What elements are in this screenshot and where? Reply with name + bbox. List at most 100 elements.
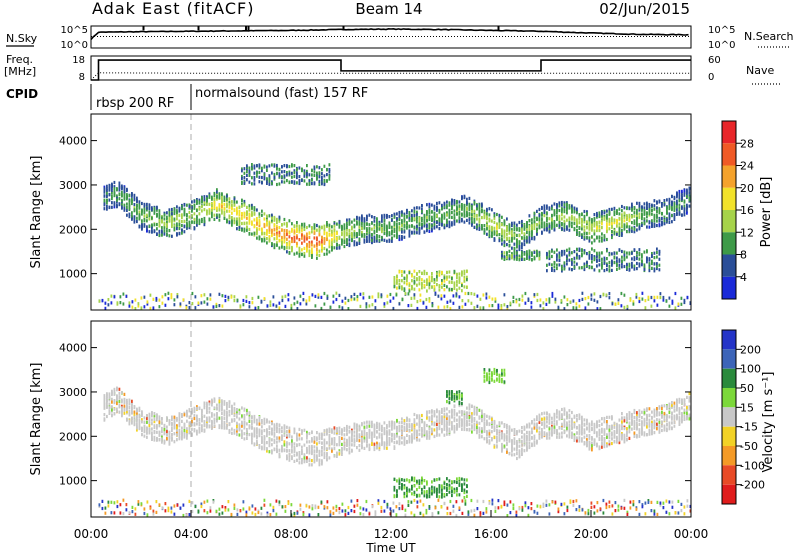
echo-cell-1349: [383, 227, 386, 231]
echo-cell-2554: [633, 214, 636, 218]
echo-cell-874: [283, 440, 286, 444]
echo-cell-2951: [446, 270, 448, 275]
echo-cell-1534: [421, 223, 423, 227]
echo-cell-3398: [251, 176, 253, 180]
echo-cell-963: [303, 224, 306, 228]
echo-cell-839: [276, 449, 278, 454]
echo-cell-3011: [503, 257, 506, 261]
echo-cell-1093: [331, 229, 333, 233]
echo-cell-55: [113, 407, 116, 411]
echo-cell-3595: [107, 303, 110, 307]
echo-cell-3809: [428, 299, 431, 303]
echo-cell-114: [126, 417, 128, 421]
echo-cell-3197: [586, 263, 588, 268]
echo-cell-3290: [626, 251, 628, 255]
echo-cell-595: [226, 419, 228, 423]
echo-cell-1949: [508, 239, 511, 243]
echo-cell-331: [171, 224, 173, 228]
echo-cell-852: [281, 426, 283, 430]
echo-cell-2471: [616, 219, 618, 223]
echo-cell-3156: [571, 260, 573, 264]
echo-cell-3716: [290, 306, 293, 310]
echo-cell-443: [193, 217, 196, 221]
echo-cell-3943: [629, 298, 632, 302]
echo-cell-1138: [338, 220, 341, 224]
echo-cell-1858: [488, 219, 491, 223]
echo-cell-200: [143, 205, 146, 209]
echo-cell-46: [111, 392, 113, 397]
echo-cell-825: [273, 237, 276, 241]
echo-cell-3684: [242, 298, 245, 303]
echo-cell-527: [211, 426, 213, 430]
echo-cell-2288: [578, 231, 581, 235]
echo-cell-341: [173, 440, 176, 444]
echo-cell-3442: [268, 177, 271, 181]
echo-cell-1129: [338, 235, 341, 239]
echo-cell-3341: [646, 249, 648, 253]
echo-cell-127: [128, 398, 131, 402]
echo-cell-2422: [606, 213, 608, 217]
echo-cell-703: [248, 416, 251, 420]
echo-cell-2542: [631, 202, 633, 206]
echo-cell-1174: [346, 233, 348, 237]
echo-cell-1255: [363, 217, 366, 221]
echo-cell-3039: [516, 251, 518, 255]
echo-cell-2362: [593, 217, 596, 221]
power-echo-cells: [98, 163, 692, 311]
echo-cell-285: [161, 435, 163, 439]
echo-cell-3280: [621, 259, 623, 263]
echo-cell-150: [133, 405, 136, 409]
echo-cell-200: [143, 425, 146, 429]
echo-cell-166: [136, 198, 138, 202]
echo-cell-275: [158, 420, 161, 424]
echo-cell-1235: [358, 225, 361, 229]
echo-cell-1589: [433, 220, 436, 224]
echo-cell-2937: [441, 285, 443, 289]
echo-cell-707: [248, 424, 251, 428]
echo-cell-833: [276, 231, 278, 235]
echo-cell-2302: [581, 212, 583, 216]
echo-cell-1127: [336, 243, 338, 247]
echo-cell-1098: [331, 247, 333, 251]
echo-cell-608: [228, 202, 231, 207]
echo-cell-2323: [586, 212, 588, 216]
echo-cell-651: [238, 408, 241, 412]
echo-cell-882: [286, 246, 288, 250]
echo-cell-259: [156, 212, 158, 216]
echo-cell-3551: [313, 170, 316, 174]
echo-cell-2303: [581, 219, 583, 223]
echo-cell-829: [276, 237, 278, 241]
echo-cell-1226: [358, 239, 361, 243]
echo-cell-1246: [361, 234, 363, 238]
echo-cell-414: [188, 421, 191, 425]
echo-cell-3542: [311, 182, 313, 186]
echo-cell-1684: [453, 203, 456, 207]
echo-cell-789: [266, 430, 268, 434]
echo-cell-542: [216, 188, 218, 192]
echo-cell-1288: [371, 241, 373, 245]
echo-cell-238: [151, 418, 153, 422]
echo-cell-3773: [374, 299, 377, 303]
echo-cell-2835: [398, 286, 401, 290]
echo-cell-8: [103, 202, 106, 206]
echo-cell-3022: [508, 254, 511, 258]
echo-cell-1735: [463, 195, 466, 199]
echo-cell-347: [173, 228, 176, 232]
echo-cell-1568: [428, 205, 431, 209]
echo-cell-582: [223, 202, 226, 206]
echo-cell-1176: [348, 238, 351, 242]
echo-cell-1868: [491, 208, 493, 212]
echo-cell-3302: [631, 265, 633, 269]
echo-cell-3437: [266, 177, 268, 181]
echo-cell-3172: [576, 247, 578, 251]
echo-cell-3744: [332, 294, 335, 298]
echo-cell-1021: [316, 223, 318, 228]
echo-cell-401: [186, 433, 188, 437]
echo-cell-1168: [346, 223, 348, 228]
echo-cell-2509: [626, 225, 628, 229]
echo-cell-635: [233, 409, 236, 413]
echo-cell-922: [293, 230, 296, 234]
echo-cell-3459: [276, 167, 278, 171]
echo-cell-3927: [605, 293, 608, 297]
